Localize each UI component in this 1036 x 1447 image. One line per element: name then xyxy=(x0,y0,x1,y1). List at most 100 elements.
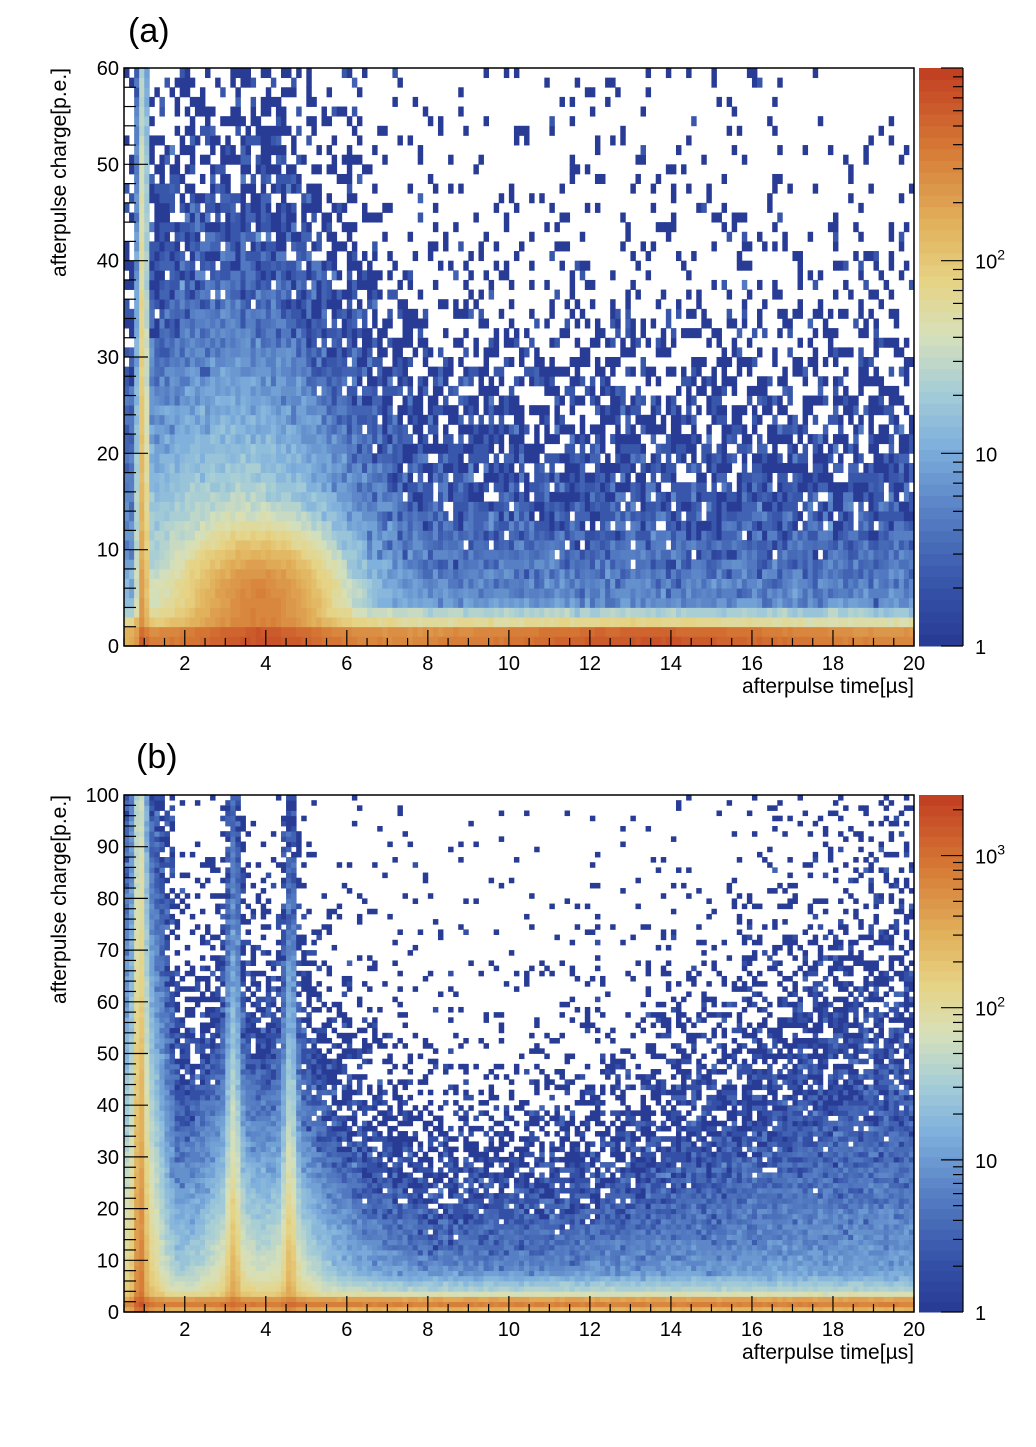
heatmap-cell xyxy=(772,588,778,599)
heatmap-cell xyxy=(402,453,408,464)
heatmap-cell xyxy=(275,549,282,560)
heatmap-cell xyxy=(210,145,216,156)
heatmap-cell xyxy=(194,540,201,551)
heatmap-cell xyxy=(675,434,682,445)
heatmap-cell xyxy=(463,626,469,637)
heatmap-cell xyxy=(458,308,464,319)
heatmap-cell xyxy=(316,318,322,329)
heatmap-cell xyxy=(139,96,145,107)
heatmap-cell xyxy=(579,626,586,637)
heatmap-cell xyxy=(736,597,743,608)
heatmap-cell xyxy=(336,241,343,252)
heatmap-cell xyxy=(483,607,490,618)
heatmap-cell xyxy=(569,279,576,290)
heatmap-cell xyxy=(579,607,586,618)
heatmap-cell xyxy=(346,472,353,483)
heatmap-cell xyxy=(777,626,783,637)
heatmap-cell xyxy=(630,568,636,579)
heatmap-cell xyxy=(721,347,728,358)
heatmap-cell xyxy=(210,491,216,502)
heatmap-cell xyxy=(301,251,307,262)
heatmap-cell xyxy=(301,328,307,339)
heatmap-cell xyxy=(124,68,130,79)
heatmap-cell xyxy=(215,395,221,406)
heatmap-cell xyxy=(255,135,262,146)
heatmap-cell xyxy=(134,462,140,473)
heatmap-cell xyxy=(215,77,221,88)
heatmap-cell xyxy=(280,231,287,242)
heatmap-cell xyxy=(377,212,383,223)
heatmap-cell xyxy=(164,308,170,319)
heatmap-cell xyxy=(721,491,728,502)
heatmap-cell xyxy=(154,530,160,541)
heatmap-cell xyxy=(184,540,191,551)
heatmap-cell xyxy=(605,559,611,570)
heatmap-cell xyxy=(625,424,631,435)
heatmap-cell xyxy=(245,183,251,194)
heatmap-cell xyxy=(513,578,520,589)
heatmap-cell xyxy=(189,578,196,589)
heatmap-cell xyxy=(220,385,226,396)
heatmap-cell xyxy=(549,251,555,262)
heatmap-cell xyxy=(559,395,565,406)
heatmap-cell xyxy=(554,414,560,425)
heatmap-cell xyxy=(159,251,165,262)
heatmap-cell xyxy=(341,578,348,589)
heatmap-cell xyxy=(757,607,763,618)
heatmap-cell xyxy=(696,462,702,473)
heatmap-cell xyxy=(169,453,176,464)
heatmap-cell xyxy=(539,491,545,502)
heatmap-cell xyxy=(432,617,439,628)
heatmap-cell xyxy=(422,549,429,560)
heatmap-cell xyxy=(579,395,586,406)
heatmap-cell xyxy=(316,559,322,570)
heatmap-cell xyxy=(564,453,571,464)
heatmap-cell xyxy=(670,395,677,406)
heatmap-cell xyxy=(154,279,160,290)
heatmap-cell xyxy=(301,568,307,579)
heatmap-cell xyxy=(225,260,231,271)
heatmap-cell xyxy=(124,636,130,647)
heatmap-cell xyxy=(230,491,236,502)
heatmap-cell xyxy=(767,116,773,127)
heatmap-cell xyxy=(610,501,616,512)
heatmap-cell xyxy=(250,578,257,589)
heatmap-cell xyxy=(362,520,368,531)
heatmap-cell xyxy=(189,222,196,233)
heatmap-cell xyxy=(382,366,388,377)
heatmap-cell xyxy=(351,154,358,165)
heatmap-cell xyxy=(524,347,530,358)
heatmap-cell xyxy=(503,212,510,223)
heatmap-cell xyxy=(483,472,490,483)
heatmap-cell xyxy=(473,626,479,637)
heatmap-cell xyxy=(286,260,292,271)
heatmap-cell xyxy=(498,491,505,502)
heatmap-cell xyxy=(230,241,236,252)
heatmap-cell xyxy=(726,588,733,599)
heatmap-cell xyxy=(144,77,150,88)
heatmap-cell xyxy=(280,626,287,637)
heatmap-cell xyxy=(134,501,140,512)
heatmap-cell xyxy=(139,626,145,637)
heatmap-cell xyxy=(336,578,343,589)
heatmap-cell xyxy=(341,366,348,377)
heatmap-cell xyxy=(544,405,550,416)
heatmap-cell xyxy=(184,626,191,637)
heatmap-cell xyxy=(686,626,692,637)
heatmap-cell xyxy=(387,289,393,300)
heatmap-cell xyxy=(382,434,388,445)
heatmap-cell xyxy=(306,472,312,483)
heatmap-cell xyxy=(589,424,596,435)
heatmap-cell xyxy=(772,540,778,551)
heatmap-cell xyxy=(230,607,236,618)
heatmap-cell xyxy=(483,578,490,589)
heatmap-cell xyxy=(741,424,748,435)
heatmap-cell xyxy=(235,154,241,165)
heatmap-cell xyxy=(230,472,236,483)
heatmap-cell xyxy=(215,289,221,300)
heatmap-cell xyxy=(240,424,246,435)
heatmap-cell xyxy=(134,385,140,396)
heatmap-cell xyxy=(124,279,130,290)
heatmap-cell xyxy=(473,607,479,618)
heatmap-cell xyxy=(346,318,353,329)
